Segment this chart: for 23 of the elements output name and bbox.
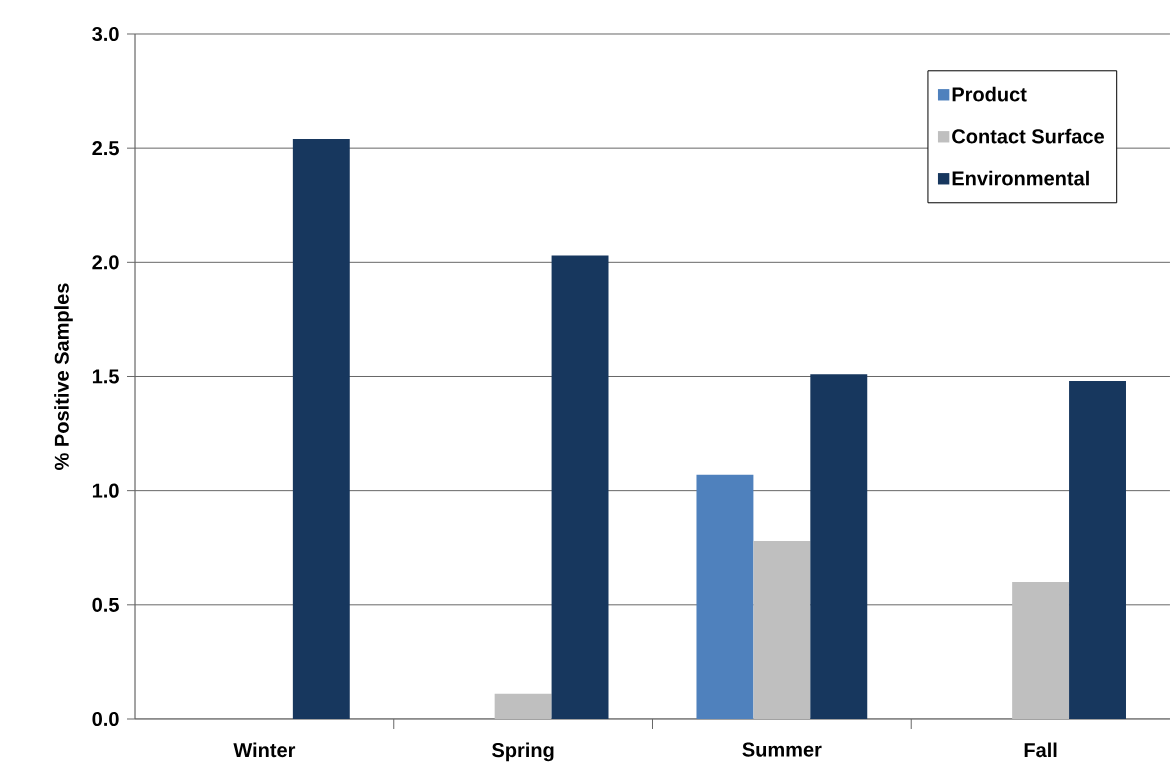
bar: [1012, 581, 1070, 719]
x-tick-label: Summer: [742, 742, 822, 757]
y-tick-label: 1.5: [92, 369, 119, 384]
y-tick-label: 2.5: [92, 141, 119, 156]
bar: [1069, 381, 1126, 719]
bar: [292, 139, 350, 719]
y-tick-label: 3.0: [92, 26, 119, 42]
bar: [753, 540, 811, 719]
bar: [810, 374, 868, 719]
bar: [696, 474, 754, 719]
legend-label: Product: [952, 86, 1027, 102]
bar: [494, 693, 552, 719]
legend-label: Environmental: [952, 170, 1089, 186]
y-tick-label: 0.5: [92, 597, 119, 612]
y-tick-label: 2.0: [92, 255, 119, 270]
y-axis-title: % Positive Samples: [54, 283, 73, 470]
bar: [551, 255, 609, 719]
y-tick-label: 1.0: [92, 483, 119, 498]
x-tick-label: Fall: [1024, 742, 1057, 758]
y-tick-label: 0.0: [92, 711, 119, 727]
legend-label: Contact Surface: [952, 128, 1104, 144]
x-tick-label: Spring: [492, 742, 554, 762]
x-tick-label: Winter: [233, 742, 296, 758]
